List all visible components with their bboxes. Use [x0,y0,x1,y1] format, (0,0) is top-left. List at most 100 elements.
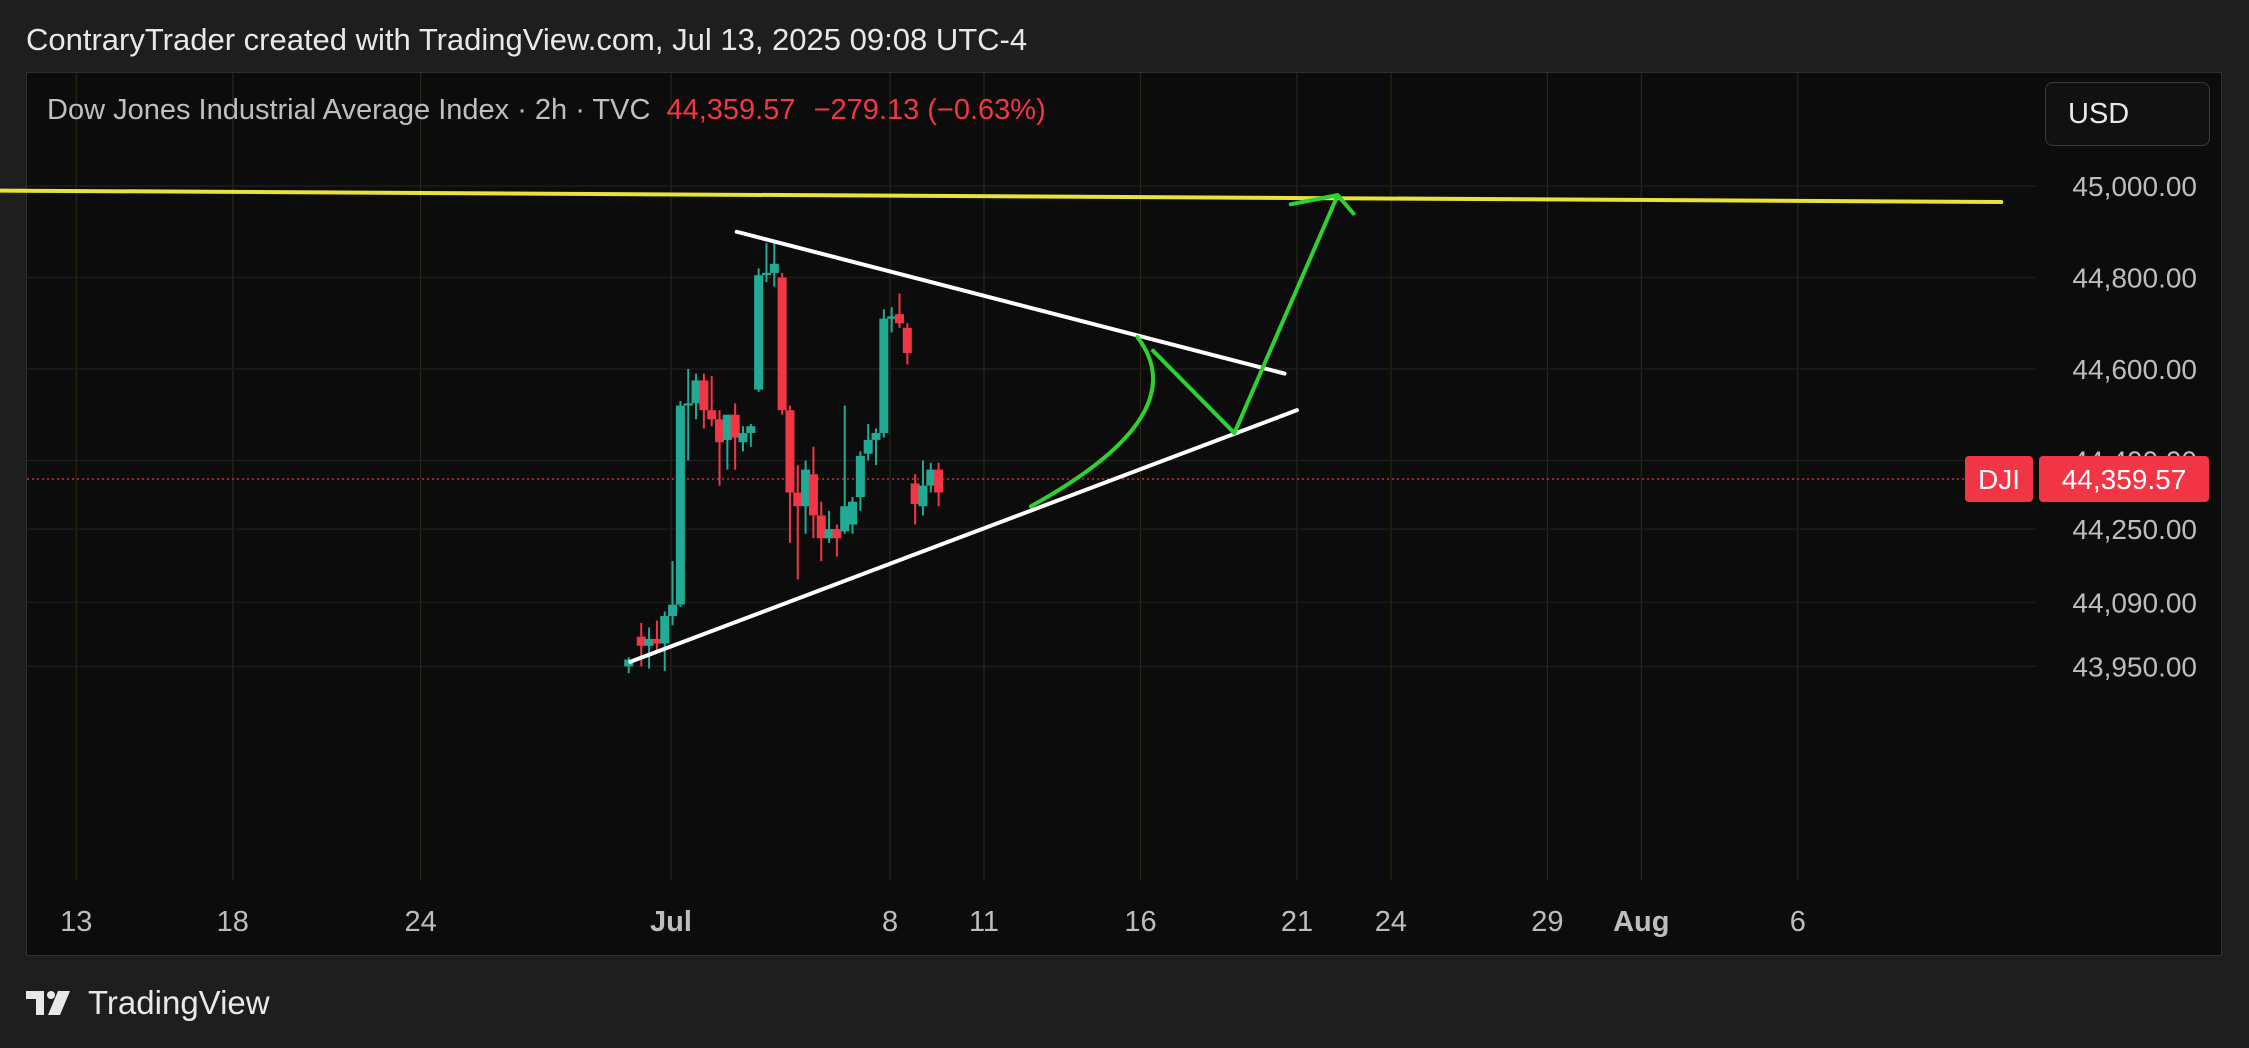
candle [675,401,685,607]
candle [816,501,826,562]
price-tick-label: 44,600.00 [2072,354,2197,385]
legend-title: Dow Jones Industrial Average Index · 2h … [47,94,651,126]
tradingview-logo-icon [26,991,70,1015]
candle-body [887,316,897,319]
time-tick-label: Aug [1613,906,1669,938]
candle [894,293,904,328]
currency-button[interactable]: USD [2045,82,2210,146]
candle-body [691,380,701,404]
candle-body [722,414,732,440]
candle [848,497,858,534]
candle-body [816,515,826,539]
time-tick-label: 8 [882,906,898,938]
candle [699,373,709,429]
candle-body [715,419,725,443]
projection-arrowhead [1288,193,1356,216]
candle [871,428,881,466]
candle-body [934,469,944,493]
candle [652,620,662,651]
candle [644,627,654,669]
candle [707,375,717,427]
drawings-layer [628,193,1356,664]
candle-body [863,439,873,454]
grid-lines [27,73,2035,880]
last-price-tag: DJI 44,359.57 [1965,455,2209,502]
candle-body [754,275,764,390]
candle-body [761,272,771,276]
candle-body [785,410,795,493]
candle-body [824,529,834,539]
price-tag-label: 44,359.57 [2062,464,2187,495]
time-tick-label: 16 [1124,906,1156,938]
price-tick-label: 44,090.00 [2072,587,2197,618]
candle [769,240,779,287]
time-tick-label: 29 [1531,906,1563,938]
candle-body [738,433,748,443]
time-tick-label: 21 [1281,906,1313,938]
candle [793,465,803,580]
candle [761,243,771,283]
candle-body [793,492,803,507]
candle [863,423,873,461]
candle-body [855,455,865,498]
candle-body [777,277,787,411]
symbol-tag [1965,455,2033,502]
candle-body [660,616,670,644]
candle-body [871,433,881,440]
candle [926,462,936,493]
candle-body [730,414,740,438]
candle [777,272,787,415]
upper-trendline [734,229,1287,376]
candle-body [902,327,912,353]
candle [855,451,865,511]
candle [683,369,693,461]
candle-body [668,604,678,617]
candle [934,462,944,507]
legend-change: −279.13 (−0.63%) [813,94,1046,126]
candle-body [683,403,693,406]
candle [738,426,748,452]
candle [832,524,842,557]
resistance-line [0,188,2004,205]
time-tick-label: 13 [60,906,92,938]
candle [730,403,740,470]
candle [824,510,834,543]
footer-brand[interactable]: TradingView [26,984,270,1022]
candle-body [746,426,756,434]
candle-body [926,469,936,486]
candle [887,307,897,333]
candle-body [801,469,811,507]
candle-body [636,636,646,646]
chart-panel[interactable] [26,72,2222,956]
candle [785,405,795,543]
price-tick-label: 44,800.00 [2072,263,2197,294]
candle-body [832,529,842,539]
candle [660,611,670,671]
candle-body [894,314,904,324]
candle-body [652,638,662,644]
candle-body [840,506,850,532]
price-tick-label: 45,000.00 [2072,171,2197,202]
price-axis: 45,000.0044,800.0044,600.0044,400.0044,2… [2072,171,2197,682]
candle [691,373,701,420]
price-tick-label: 43,950.00 [2072,651,2197,682]
candle [840,405,850,534]
candle-body [808,474,818,516]
candle-body [675,405,685,605]
candle [746,423,756,447]
price-tick-label: 44,250.00 [2072,514,2197,545]
symbol-tag-label: DJI [1978,464,2020,495]
candle [801,460,811,534]
chart-attribution: ContraryTrader created with TradingView.… [26,22,1028,57]
candle [722,414,732,470]
candle-body [918,485,928,507]
footer-brand-label: TradingView [88,984,270,1021]
projection-arc [1028,334,1155,509]
symbol-legend: Dow Jones Industrial Average Index · 2h … [47,94,1046,127]
time-tick-label: 11 [969,906,999,938]
candle-body [910,483,920,504]
candle-body [848,501,858,525]
lower-trendline [628,408,1299,664]
candle [754,268,764,392]
